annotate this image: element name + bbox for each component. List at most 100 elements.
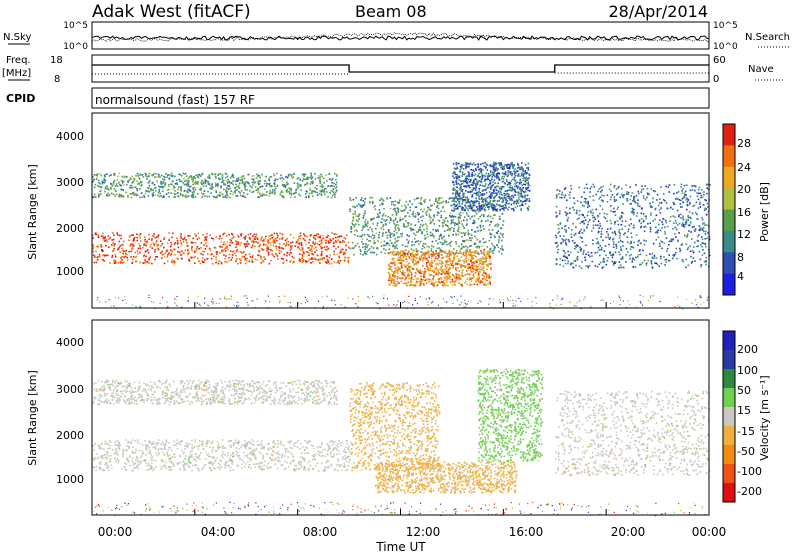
power-echo-cell [403, 255, 406, 257]
power-echo-cell [414, 259, 416, 262]
power-echo-cell [469, 248, 471, 251]
power-echo-cell [191, 195, 193, 197]
power-echo-cell [336, 253, 339, 256]
power-echo-cell [482, 197, 484, 200]
power-echo-cell [151, 182, 154, 185]
power-echo-cell [457, 224, 459, 226]
power-echo-cell [457, 182, 460, 185]
power-echo-cell [170, 241, 172, 244]
power-echo-cell [116, 179, 118, 181]
power-echo-cell [414, 216, 416, 218]
power-echo-cell [194, 250, 196, 252]
power-echo-cell [204, 259, 206, 261]
power-echo-cell [470, 265, 472, 267]
power-echo-cell [499, 232, 502, 235]
power-echo-cell [104, 175, 106, 177]
power-echo-cell [453, 227, 455, 230]
power-echo-cell [441, 242, 444, 244]
power-echo-cell [394, 276, 397, 278]
power-echo-cell [407, 203, 409, 206]
power-echo-cell [404, 254, 406, 256]
power-echo-cell [474, 271, 477, 274]
power-echo-cell [647, 222, 649, 225]
power-echo-cell [476, 166, 479, 169]
power-echo-cell [459, 186, 462, 189]
power-echo-cell [401, 277, 403, 279]
power-echo-cell [129, 193, 131, 195]
power-echo-cell [448, 258, 451, 260]
power-echo-cell [167, 192, 170, 194]
power-echo-cell [452, 265, 454, 268]
power-echo-cell [302, 177, 305, 179]
power-echo-cell [262, 240, 264, 242]
power-echo-cell [182, 194, 184, 196]
power-echo-cell [170, 183, 172, 185]
power-echo-cell [418, 243, 420, 245]
power-echo-cell [394, 227, 397, 229]
power-echo-cell [425, 262, 428, 264]
power-echo-cell [406, 268, 408, 271]
power-echo-cell [613, 198, 616, 201]
power-echo-cell [245, 243, 248, 245]
power-echo-cell [445, 272, 448, 274]
power-echo-cell [456, 273, 459, 276]
power-echo-cell [187, 177, 190, 180]
power-echo-cell [359, 253, 362, 255]
power-echo-cell [306, 235, 308, 238]
power-echo-cell [374, 208, 377, 211]
power-echo-cell [525, 182, 528, 184]
power-echo-cell [701, 245, 703, 248]
power-echo-cell [310, 262, 312, 264]
power-echo-cell [255, 233, 258, 235]
power-echo-cell [168, 196, 170, 198]
power-echo-cell [434, 256, 437, 258]
power-echo-cell [452, 192, 454, 195]
power-echo-cell [441, 222, 444, 224]
power-echo-cell [235, 250, 238, 252]
power-echo-cell [353, 224, 356, 226]
power-echo-cell [232, 183, 234, 186]
power-echo-cell [311, 250, 313, 252]
power-echo-cell [414, 206, 417, 209]
power-echo-cell [508, 170, 510, 173]
power-echo-cell [402, 225, 405, 227]
power-echo-cell [613, 223, 616, 225]
power-echo-cell [467, 198, 470, 201]
power-echo-cell [487, 283, 489, 285]
power-echo-cell [393, 261, 396, 264]
power-echo-cell [584, 219, 587, 221]
power-echo-cell [99, 190, 101, 193]
power-echo-cell [593, 186, 596, 188]
power-echo-cell [139, 236, 141, 238]
power-echo-cell [230, 182, 233, 184]
power-echo-cell [271, 185, 273, 187]
power-echo-cell [144, 192, 147, 195]
power-echo-cell [312, 241, 314, 243]
power-echo-cell [478, 201, 480, 203]
power-echo-cell [455, 267, 457, 269]
power-echo-cell [337, 255, 340, 257]
power-echo-cell [661, 241, 664, 243]
power-echo-cell [438, 278, 440, 281]
power-echo-cell [461, 243, 463, 246]
power-echo-cell [700, 263, 703, 266]
power-echo-cell [440, 260, 443, 262]
power-echo-cell [152, 242, 155, 245]
power-echo-cell [453, 224, 456, 226]
power-echo-cell [523, 195, 525, 198]
power-echo-cell [237, 243, 239, 245]
power-echo-cell [462, 219, 465, 222]
power-echo-cell [510, 186, 512, 189]
power-echo-cell [498, 241, 500, 244]
power-echo-cell [438, 254, 441, 257]
power-echo-cell [505, 178, 508, 181]
power-echo-cell [281, 233, 284, 236]
power-echo-cell [181, 180, 183, 183]
power-echo-cell [160, 174, 163, 177]
power-echo-cell [236, 241, 238, 243]
power-echo-cell [389, 235, 392, 237]
power-echo-cell [471, 206, 473, 209]
power-echo-cell [183, 183, 186, 186]
power-echo-cell [488, 250, 491, 253]
power-echo-cell [231, 237, 233, 240]
